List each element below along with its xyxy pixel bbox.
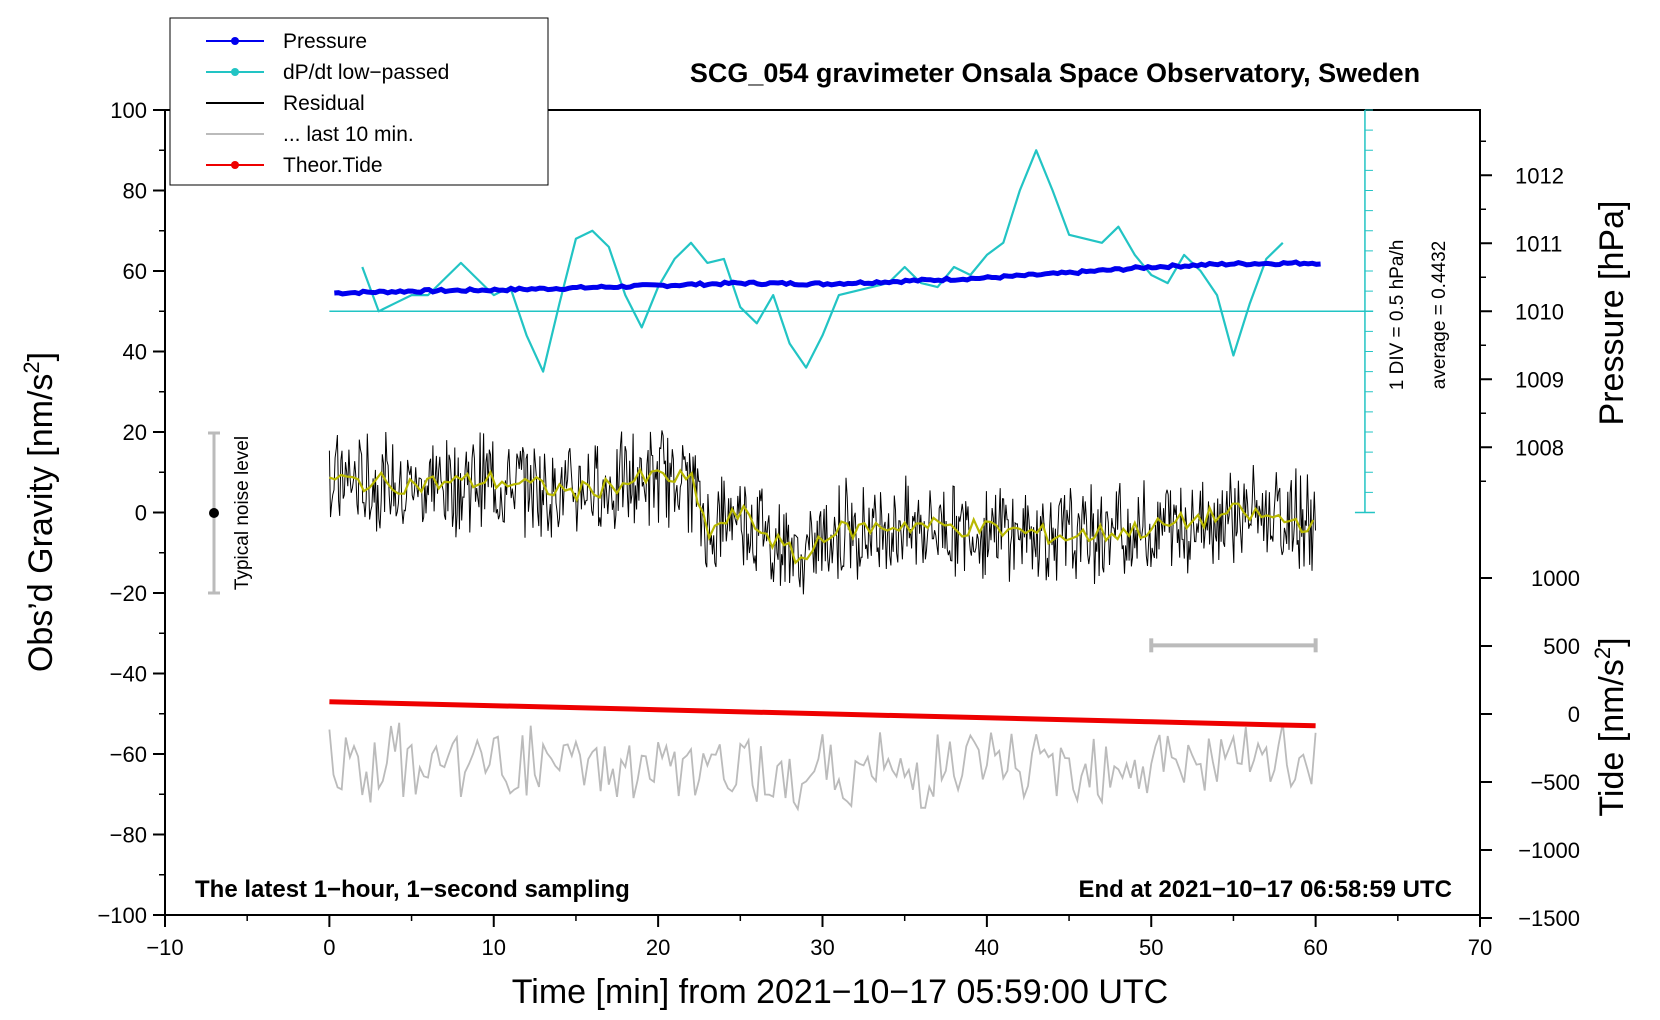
tide-tick-label: 1000 [1531, 566, 1580, 591]
x-tick-label: 10 [482, 935, 506, 960]
theor-tide-line [329, 699, 1316, 729]
legend-label: Residual [283, 92, 365, 115]
residual-smoothed-line [329, 467, 1315, 565]
noise-level-indicator: Typical noise level [208, 431, 253, 595]
pressure-tick-label: 1008 [1515, 435, 1564, 460]
y-axis-pressure: 1008 1009 1010 1011 1012 [1480, 140, 1564, 482]
tide-axis-label-close: ] [1593, 637, 1631, 646]
pressure-tick-label: 1010 [1515, 299, 1564, 324]
y-axis-label-sup: 2 [19, 361, 44, 373]
tide-tick-label: 500 [1543, 634, 1580, 659]
legend-marker [231, 161, 239, 169]
y-tick-label: −80 [110, 823, 147, 848]
y-tick-label: −100 [97, 903, 147, 928]
series-layer [328, 109, 1375, 812]
y-tick-label: −40 [110, 662, 147, 687]
tide-tick-label: −1500 [1518, 906, 1580, 931]
x-tick-label: 60 [1303, 935, 1327, 960]
tide-tick-label: −500 [1530, 770, 1580, 795]
y-axis-label-close: ] [22, 352, 60, 361]
pressure-line [334, 259, 1321, 297]
y-tick-label: 0 [135, 501, 147, 526]
pressure-tick-label: 1009 [1515, 367, 1564, 392]
legend-marker [231, 37, 239, 45]
pressure-tick-label: 1011 [1515, 231, 1562, 256]
scale-average-label: average = 0.4432 [1429, 241, 1450, 389]
y-tick-label: −20 [110, 581, 147, 606]
last-10-min-line [328, 722, 1317, 812]
y-tick-label: 20 [123, 420, 147, 445]
end-time-note: End at 2021−10−17 06:58:59 UTC [1078, 876, 1452, 903]
legend-label: ... last 10 min. [283, 123, 414, 146]
y-axis-tide: 1000 500 0 −500 −1000 −1500 [1480, 566, 1580, 931]
tide-axis-label-sup: 2 [1590, 647, 1615, 659]
x-tick-label: 20 [646, 935, 670, 960]
x-tick-label: 50 [1139, 935, 1163, 960]
x-axis: −10 0 10 20 30 40 50 60 70 [146, 915, 1492, 960]
x-axis-label: Time [min] from 2021−10−17 05:59:00 UTC [512, 973, 1168, 1011]
legend-box [169, 17, 549, 186]
noise-label: Typical noise level [232, 436, 253, 590]
y-tick-label: 100 [110, 98, 147, 123]
sampling-note: The latest 1−hour, 1−second sampling [195, 876, 630, 903]
legend-label: dP/dt low−passed [283, 61, 449, 84]
dpdt-line [361, 149, 1284, 373]
y-tick-label: −60 [110, 742, 147, 767]
y-tick-label: 60 [123, 259, 147, 284]
legend-entries: Pressure dP/dt low−passed Residual ... last… [206, 30, 449, 177]
legend-label: Theor.Tide [283, 154, 383, 177]
noise-center-dot [209, 508, 219, 518]
x-tick-label: 0 [323, 935, 335, 960]
tide-axis-label: Tide [nm/s2] [1590, 637, 1631, 816]
residual-line [328, 430, 1316, 595]
x-tick-label: 30 [810, 935, 834, 960]
y-axis-label-main: Obs’d Gravity [nm/s [22, 374, 60, 673]
y-tick-label: 40 [123, 340, 147, 365]
scale-div-label: 1 DIV = 0.5 hPa/h [1387, 240, 1408, 391]
pressure-tick-label: 1012 [1515, 163, 1564, 188]
tide-tick-label: 0 [1568, 702, 1580, 727]
y-tick-label: 80 [123, 179, 147, 204]
pressure-axis-label: Pressure [hPa] [1593, 201, 1631, 426]
y-axis-left: −100 −80 −60 −40 −20 0 20 40 60 80 100 [97, 98, 165, 928]
legend: Pressure dP/dt low−passed Residual ... last… [169, 17, 549, 186]
y-axis-label: Obs’d Gravity [nm/s2] [19, 352, 60, 672]
x-tick-label: 40 [975, 935, 999, 960]
x-tick-label: −10 [146, 935, 183, 960]
tide-axis-label-main: Tide [nm/s [1593, 659, 1631, 816]
x-tick-label: 70 [1468, 935, 1492, 960]
legend-label: Pressure [283, 30, 367, 53]
chart-title: SCG_054 gravimeter Onsala Space Observat… [690, 58, 1420, 88]
tide-tick-label: −1000 [1518, 838, 1580, 863]
legend-marker [231, 68, 239, 76]
